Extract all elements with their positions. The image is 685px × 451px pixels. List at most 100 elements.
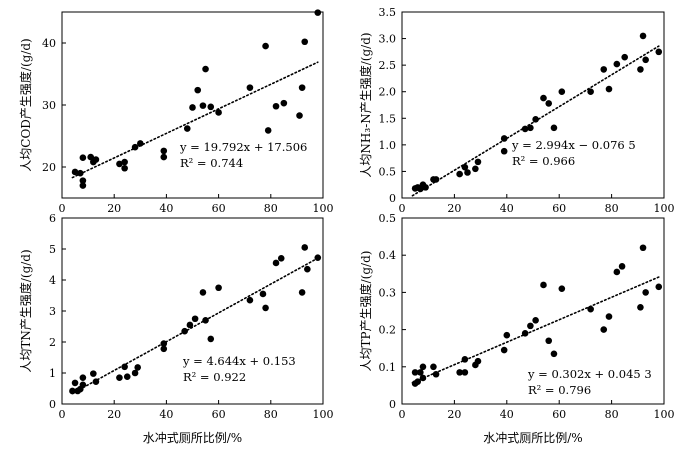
y-tick-label: 0 — [389, 398, 396, 411]
data-point — [474, 158, 482, 166]
data-point — [181, 327, 188, 335]
data-point — [131, 369, 139, 377]
data-point — [79, 182, 87, 189]
data-point — [246, 296, 254, 304]
y-tick-label: 1.5 — [379, 112, 397, 125]
data-point — [456, 170, 463, 178]
y-tick-label: 30 — [42, 99, 56, 112]
data-point — [160, 345, 168, 353]
data-point — [461, 369, 469, 376]
chart-panel-1: 0 20 40 60 80 100 20 30 40 y = 19.792x + 17.506 R²… — [18, 9, 334, 215]
data-point — [600, 66, 608, 73]
fit-r2: R² = 0.922 — [183, 370, 246, 384]
x-tick-label: 100 — [313, 202, 334, 215]
data-point — [76, 169, 84, 177]
data-point — [314, 254, 322, 261]
x-tick-label: 100 — [313, 408, 334, 421]
data-point — [79, 381, 87, 389]
data-point — [639, 32, 647, 40]
fit-r2: R² = 0.966 — [512, 154, 575, 168]
data-point — [430, 363, 437, 371]
y-tick-label: 0.5 — [379, 212, 397, 225]
data-point — [116, 374, 123, 381]
data-point — [532, 116, 539, 123]
data-point — [92, 156, 100, 163]
y-tick-label: 2 — [49, 336, 56, 349]
y-tick-label: 2.0 — [379, 86, 397, 99]
data-point — [655, 283, 663, 291]
data-point — [272, 102, 280, 110]
data-point — [422, 184, 429, 191]
data-point — [90, 370, 97, 377]
data-point — [194, 86, 202, 94]
data-point — [262, 42, 269, 50]
fit-equation: y = 4.644x + 0.153 — [182, 354, 296, 368]
data-point — [199, 102, 207, 109]
data-point — [587, 88, 594, 96]
data-point — [527, 124, 534, 132]
data-point — [137, 140, 144, 147]
x-tick-label: 60 — [212, 408, 226, 421]
y-tick-label: 0.4 — [379, 249, 397, 262]
data-point — [160, 147, 168, 155]
data-point — [550, 124, 558, 132]
data-point — [461, 163, 469, 171]
data-point — [121, 158, 128, 166]
data-point — [411, 369, 419, 376]
data-point — [277, 254, 285, 262]
data-point — [296, 112, 303, 119]
data-point — [417, 369, 424, 376]
data-point — [272, 259, 280, 267]
data-point — [545, 100, 553, 107]
data-point — [456, 369, 463, 376]
data-point — [419, 374, 427, 382]
data-point — [160, 153, 168, 161]
data-point — [558, 88, 566, 96]
y-tick-label: 0.1 — [379, 361, 397, 374]
data-point — [521, 330, 529, 337]
x-tick-label: 80 — [264, 202, 278, 215]
data-point — [69, 387, 76, 395]
data-point — [527, 322, 534, 330]
y-axis-label: 人均TN产生强度/(g/d) — [18, 249, 33, 372]
data-point — [183, 125, 191, 132]
data-point — [500, 346, 508, 354]
y-axis-label: 人均TP产生强度/(g/d) — [358, 251, 373, 372]
data-point — [419, 363, 427, 371]
x-tick-label: 60 — [552, 202, 566, 215]
data-point — [461, 356, 469, 363]
data-point — [472, 165, 479, 173]
data-point — [500, 147, 508, 155]
y-tick-label: 0.2 — [379, 324, 397, 337]
data-point — [618, 263, 626, 270]
data-point — [116, 160, 123, 168]
x-axis-label: 水冲式厕所比例/% — [143, 430, 242, 445]
x-tick-label: 20 — [447, 202, 461, 215]
y-tick-label: 0.3 — [379, 286, 397, 299]
y-tick-label: 3.5 — [379, 6, 397, 19]
data-point — [79, 177, 87, 184]
data-point — [432, 370, 440, 378]
x-tick-label: 20 — [447, 408, 461, 421]
data-point — [123, 373, 131, 381]
fit-equation: y = 2.994x − 0.076 5 — [511, 138, 636, 152]
data-point — [432, 176, 440, 183]
fit-r2: R² = 0.744 — [180, 156, 243, 170]
data-point — [71, 168, 79, 176]
data-point — [186, 321, 194, 329]
data-point — [207, 335, 215, 343]
data-point — [621, 53, 628, 61]
y-tick-label: 0.5 — [379, 165, 397, 178]
y-axis-label: 人均COD产生强度/(g/d) — [18, 38, 33, 171]
data-point — [605, 313, 613, 320]
data-point — [207, 103, 215, 111]
data-point — [71, 379, 79, 387]
data-point — [521, 125, 529, 133]
x-tick-label: 40 — [159, 408, 173, 421]
plot-frame — [401, 217, 665, 405]
x-tick-label: 80 — [264, 408, 278, 421]
x-tick-label: 80 — [605, 408, 619, 421]
plot-frame — [401, 11, 665, 199]
data-point — [202, 317, 209, 324]
